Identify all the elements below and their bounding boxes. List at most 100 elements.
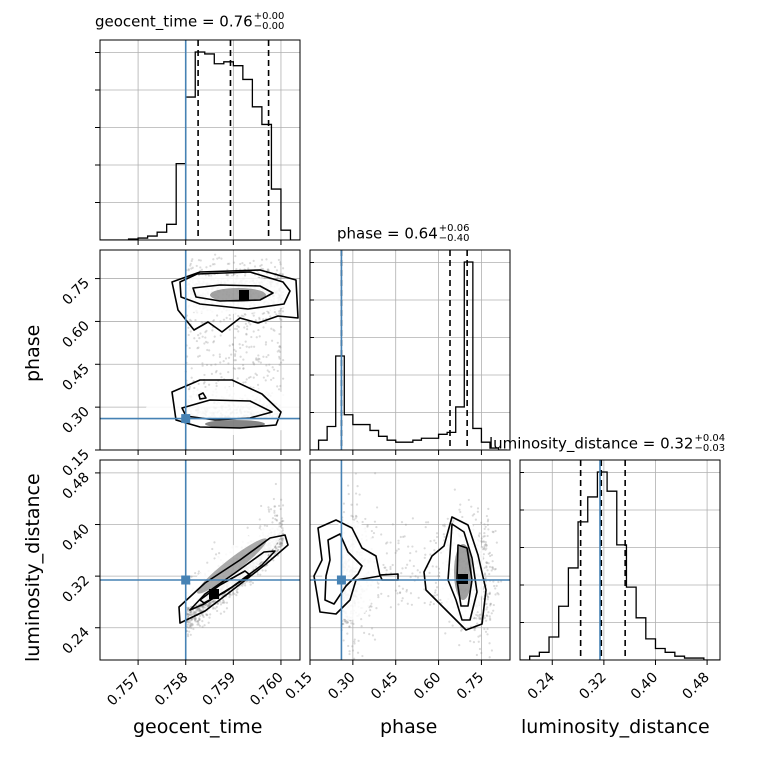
sample-point: [231, 343, 235, 346]
sample-point: [188, 385, 191, 388]
sample-point: [254, 372, 257, 375]
sample-point: [233, 592, 236, 596]
sample-point: [235, 267, 238, 271]
sample-point: [206, 613, 209, 616]
sample-point: [478, 617, 482, 620]
sample-point: [482, 540, 485, 543]
sample-point: [195, 264, 198, 268]
sample-point: [257, 357, 260, 360]
sample-point: [281, 544, 284, 547]
sample-point: [244, 322, 247, 325]
sample-point: [485, 544, 488, 547]
sample-point: [219, 334, 222, 337]
contour-outer: [423, 516, 487, 631]
sample-point: [252, 314, 255, 317]
sample-point: [473, 617, 476, 620]
sample-point: [212, 606, 215, 609]
sample-point: [417, 596, 420, 599]
sample-point: [345, 621, 348, 625]
sample-point: [281, 541, 284, 545]
sample-point: [471, 514, 474, 517]
sample-point: [371, 634, 375, 637]
sample-point: [409, 592, 413, 595]
y-tick-label: 0.32: [59, 573, 92, 606]
sample-point: [410, 603, 413, 606]
sample-point: [279, 542, 282, 545]
sample-point: [222, 360, 225, 363]
sample-point: [476, 507, 480, 510]
xlabel-luminosity-distance: luminosity_distance: [521, 716, 710, 738]
sample-point: [207, 621, 210, 624]
sample-point: [348, 652, 351, 656]
sample-point: [187, 613, 190, 616]
sample-point: [222, 599, 225, 602]
sample-point: [280, 542, 284, 545]
sample-point: [274, 514, 277, 517]
sample-point: [488, 572, 491, 576]
sample-point: [187, 606, 190, 609]
sample-point: [201, 614, 205, 617]
sample-point: [253, 345, 256, 348]
sample-point: [490, 649, 494, 652]
sample-point: [235, 591, 239, 594]
sample-point: [375, 607, 378, 610]
sample-point: [228, 313, 231, 317]
sample-point: [214, 553, 218, 556]
sample-point: [347, 644, 350, 648]
sample-point: [282, 537, 285, 540]
sample-point: [490, 569, 493, 572]
sample-point: [222, 601, 225, 604]
sample-point: [267, 269, 270, 272]
sample-point: [201, 614, 204, 617]
sample-point: [233, 348, 236, 351]
sample-point: [431, 565, 434, 568]
sample-point: [500, 580, 503, 583]
y-tick-label: 0.60: [59, 318, 92, 351]
sample-point: [201, 620, 204, 623]
sample-point: [488, 615, 491, 618]
sample-point: [259, 573, 262, 576]
sample-point: [487, 596, 490, 599]
sample-point: [197, 570, 200, 573]
sample-point: [187, 621, 190, 624]
panel-frame: [309, 459, 511, 661]
sample-point: [204, 606, 207, 609]
sample-point: [189, 612, 192, 615]
sample-point: [207, 383, 211, 386]
sample-point: [484, 541, 487, 544]
sample-point: [194, 620, 197, 623]
sample-point: [486, 594, 489, 597]
sample-point: [212, 258, 215, 261]
sample-point: [206, 348, 209, 352]
sample-point: [214, 371, 218, 374]
sample-point: [199, 332, 202, 335]
sample-point: [222, 600, 225, 603]
sample-point: [493, 568, 496, 571]
x-tick-label: 0.48: [680, 670, 713, 703]
sample-point: [428, 571, 431, 574]
sample-point: [277, 388, 281, 391]
sample-point: [194, 612, 197, 615]
sample-point: [205, 329, 208, 332]
sample-point: [229, 317, 232, 320]
sample-point: [233, 327, 237, 330]
sample-point: [279, 318, 282, 321]
sample-point: [279, 545, 282, 548]
sample-point: [401, 567, 404, 570]
sample-point: [479, 634, 482, 637]
sample-point: [274, 547, 277, 550]
title-geocent-time: geocent_time = 0.76 +0.00 −0.00: [95, 11, 285, 32]
x-tick-label: 0.40: [628, 670, 661, 703]
panel-distance-vs-phase: [309, 459, 511, 661]
sample-point: [247, 267, 250, 270]
sample-point: [268, 363, 271, 366]
sample-point: [342, 639, 345, 642]
sample-point: [490, 553, 494, 557]
sample-point: [485, 608, 488, 611]
sample-point: [188, 621, 192, 624]
sample-point: [192, 627, 195, 631]
sample-point: [215, 369, 218, 373]
sample-point: [437, 574, 440, 577]
sample-point: [487, 611, 490, 614]
